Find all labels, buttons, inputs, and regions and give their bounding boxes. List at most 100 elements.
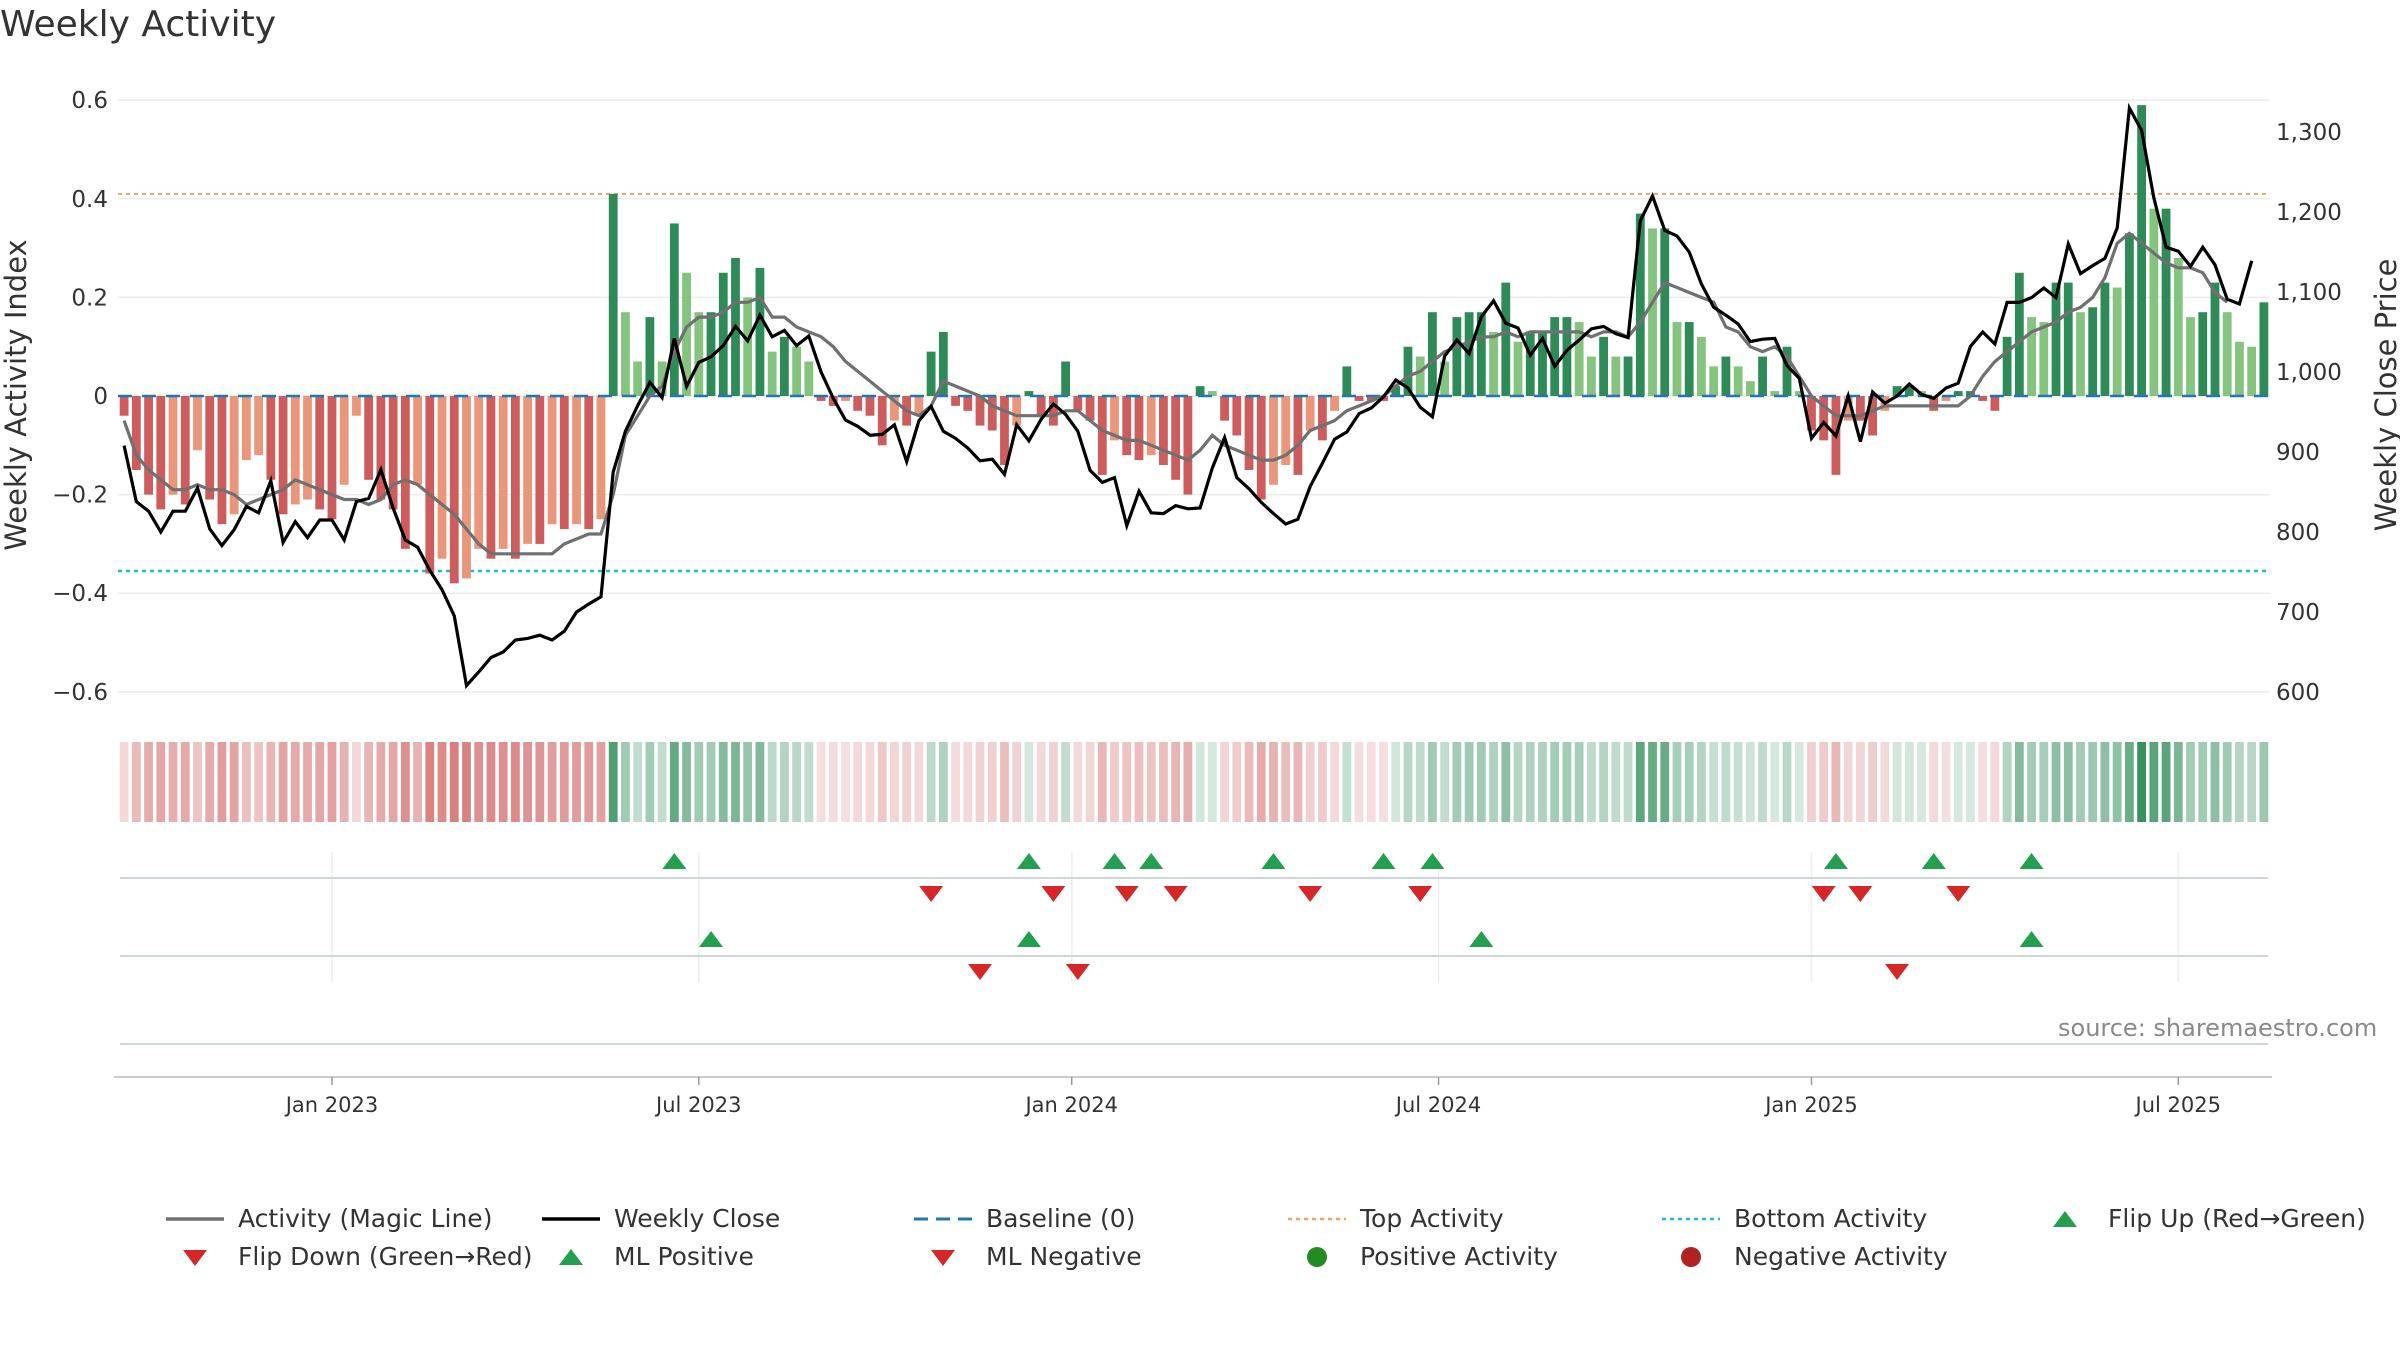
activity-bar <box>1807 396 1816 431</box>
heat-cell <box>2039 742 2049 822</box>
heat-cell <box>1550 742 1560 822</box>
heat-cell <box>792 742 802 822</box>
activity-bar <box>2198 312 2208 396</box>
y-tick-label: −0.4 <box>52 581 108 607</box>
heat-cell <box>1073 742 1083 822</box>
activity-bar <box>278 396 288 515</box>
activity-bar <box>1073 396 1083 411</box>
heat-cell <box>1941 742 1951 822</box>
legend-item-bottom-activity: Bottom Activity <box>1660 1204 1927 1233</box>
heat-cell <box>841 742 850 822</box>
heat-cell <box>2051 742 2061 822</box>
legend-label: Activity (Magic Line) <box>238 1204 493 1233</box>
activity-bar <box>1012 396 1022 426</box>
heat-cell <box>1024 742 1034 822</box>
heat-cell <box>205 742 215 822</box>
ml-positive-marker <box>1469 931 1494 947</box>
activity-bar <box>364 396 374 480</box>
activity-bar <box>193 396 202 451</box>
heat-cell <box>1085 742 1095 822</box>
activity-bar <box>266 396 276 480</box>
heat-cell <box>1929 742 1939 822</box>
y2-tick-label: 700 <box>2276 600 2320 626</box>
activity-bar <box>547 396 557 525</box>
activity-bar <box>1134 396 1144 461</box>
heat-cell <box>731 742 740 822</box>
activity-bar <box>877 396 887 446</box>
legend-label: Bottom Activity <box>1734 1204 1928 1233</box>
heat-cell <box>1134 742 1144 822</box>
heat-cell <box>1110 742 1119 822</box>
heat-cell <box>1379 742 1388 822</box>
heat-cell <box>1207 742 1217 822</box>
legend-label: ML Negative <box>986 1242 1142 1271</box>
heat-cell <box>1709 742 1719 822</box>
activity-bar <box>1171 396 1181 480</box>
heat-cell <box>278 742 288 822</box>
flip-up-marker <box>1016 853 1041 869</box>
y-axis-label: Weekly Activity Index <box>0 239 33 550</box>
activity-bar <box>2161 208 2171 396</box>
flip-up-marker <box>1921 853 1946 869</box>
activity-bar <box>608 193 618 396</box>
activity-bar <box>1269 396 1278 485</box>
heat-cell <box>1244 742 1254 822</box>
heat-cell <box>1648 742 1657 822</box>
activity-bar <box>2063 282 2073 396</box>
heat-cell <box>303 742 312 822</box>
x-tick-label: Jan 2024 <box>1023 1093 1118 1117</box>
heat-cell <box>926 742 936 822</box>
y2-tick-label: 1,000 <box>2276 360 2342 386</box>
heat-cell <box>1464 742 1474 822</box>
y2-axis-ticks: 1,300 1,200 1,100 1,000 900 800 700 600 <box>2276 120 2342 706</box>
x-tick-label: Jan 2023 <box>284 1093 379 1117</box>
activity-bar <box>523 396 533 544</box>
y2-tick-label: 1,200 <box>2276 200 2342 226</box>
heat-cell <box>1538 742 1547 822</box>
x-tick-label: Jul 2025 <box>2134 1093 2221 1117</box>
activity-bar <box>217 396 227 525</box>
heat-cell <box>1354 742 1364 822</box>
heat-cell <box>1880 742 1890 822</box>
activity-bar <box>339 396 349 485</box>
legend-item-magic-line: Activity (Magic Line) <box>164 1204 492 1233</box>
heat-cell <box>352 742 361 822</box>
activity-bar <box>2051 282 2061 396</box>
heat-cell <box>584 742 594 822</box>
activity-bar <box>1501 282 1511 396</box>
activity-bar <box>241 396 251 461</box>
legend-label: Weekly Close <box>614 1204 781 1233</box>
heat-cell <box>633 742 643 822</box>
heat-cell <box>1635 742 1645 822</box>
heat-cell <box>2247 742 2257 822</box>
activity-bar <box>290 396 300 505</box>
heat-cell <box>339 742 349 822</box>
y-tick-label: −0.6 <box>52 680 108 706</box>
heat-cell <box>2027 742 2036 822</box>
activity-bar <box>1562 317 1572 396</box>
heat-cell <box>2137 742 2147 822</box>
activity-bar <box>951 396 960 406</box>
signal-markers <box>662 853 2044 980</box>
activity-bar <box>131 396 141 470</box>
triangle-down-icon <box>164 1246 226 1268</box>
y-tick-label: 0.2 <box>71 285 108 311</box>
legend-item-top-activity: Top Activity <box>1286 1204 1504 1233</box>
activity-bar <box>1538 331 1547 396</box>
heat-cell <box>1440 742 1450 822</box>
heat-cell <box>180 742 190 822</box>
triangle-up-icon <box>2034 1208 2096 1230</box>
activity-bar <box>694 312 704 396</box>
heat-cell <box>1317 742 1327 822</box>
activity-bar <box>2259 302 2269 396</box>
x-tick-label: Jan 2025 <box>1763 1093 1858 1117</box>
activity-bar <box>1354 396 1364 401</box>
heat-cell <box>1660 742 1670 822</box>
activity-bar <box>1085 396 1095 421</box>
activity-bar <box>2210 282 2220 396</box>
activity-bar <box>1611 356 1621 396</box>
legend-label: Negative Activity <box>1734 1242 1948 1271</box>
activity-bar <box>2137 105 2147 396</box>
heat-cell <box>437 742 447 822</box>
x-axis-ticks: Jan 2023 Jul 2023 Jan 2024 Jul 2024 Jan 2025… <box>284 1077 2221 1117</box>
